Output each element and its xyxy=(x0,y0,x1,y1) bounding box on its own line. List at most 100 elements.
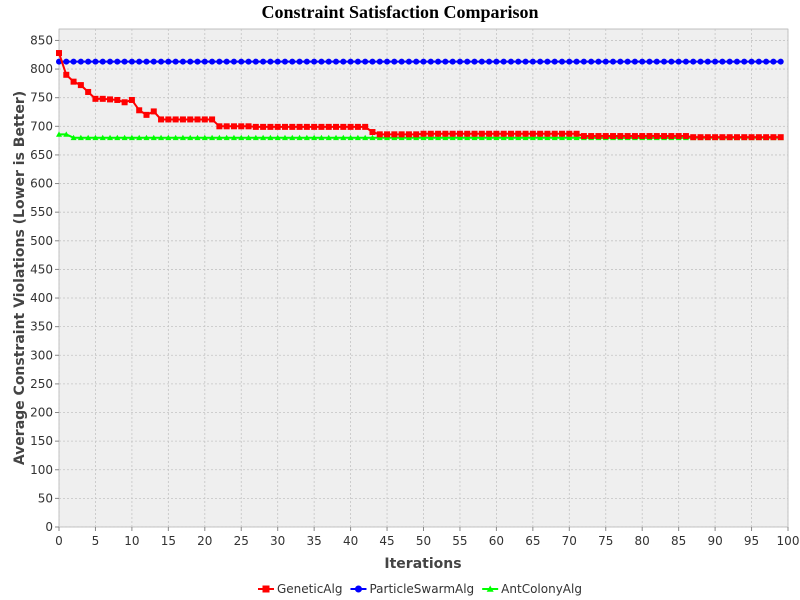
data-point xyxy=(763,58,770,65)
data-point xyxy=(216,123,223,130)
data-point xyxy=(456,130,463,137)
data-point xyxy=(172,116,179,123)
data-point xyxy=(675,133,682,140)
data-point xyxy=(602,58,609,65)
data-point xyxy=(420,130,427,137)
data-point xyxy=(405,58,412,65)
data-point xyxy=(172,134,179,141)
data-point xyxy=(121,99,128,106)
data-point xyxy=(537,134,544,141)
data-point xyxy=(107,58,114,65)
data-point xyxy=(384,58,391,65)
data-point xyxy=(136,134,143,141)
data-point xyxy=(646,58,653,65)
data-point xyxy=(770,58,777,65)
data-point xyxy=(150,108,157,115)
data-point xyxy=(245,58,252,65)
data-point xyxy=(573,130,580,137)
data-point xyxy=(99,95,106,102)
data-point xyxy=(413,131,420,138)
y-tick-label: 400 xyxy=(30,291,53,305)
data-point xyxy=(376,131,383,138)
data-point xyxy=(668,133,675,140)
data-point xyxy=(755,134,762,141)
x-tick-label: 40 xyxy=(343,534,358,548)
data-point xyxy=(63,71,70,78)
data-point xyxy=(362,123,369,130)
data-point xyxy=(70,78,77,85)
data-point xyxy=(500,130,507,137)
data-point xyxy=(201,58,208,65)
data-point xyxy=(230,134,237,141)
data-point xyxy=(500,134,507,141)
data-point xyxy=(136,58,143,65)
data-point xyxy=(267,134,274,141)
data-point xyxy=(281,58,288,65)
data-point xyxy=(427,130,434,137)
data-point xyxy=(63,131,70,137)
data-point xyxy=(340,134,347,141)
data-point xyxy=(92,58,99,65)
data-point xyxy=(653,58,660,65)
legend-label: GeneticAlg xyxy=(277,582,342,596)
data-point xyxy=(369,129,376,136)
data-point xyxy=(340,58,347,65)
data-point xyxy=(617,133,624,140)
data-point xyxy=(289,123,296,130)
data-point xyxy=(325,134,332,141)
data-point xyxy=(478,58,485,65)
data-point xyxy=(449,134,456,141)
data-point xyxy=(384,131,391,138)
x-tick-label: 80 xyxy=(635,534,650,548)
data-point xyxy=(92,134,99,141)
data-point xyxy=(398,134,405,141)
data-point xyxy=(238,123,245,130)
data-point xyxy=(668,58,675,65)
data-point xyxy=(493,130,500,137)
data-point xyxy=(559,134,566,141)
y-tick-label: 150 xyxy=(30,434,53,448)
x-tick-label: 85 xyxy=(671,534,686,548)
data-point xyxy=(194,58,201,65)
data-point xyxy=(311,134,318,141)
data-point xyxy=(209,116,216,123)
data-point xyxy=(551,134,558,141)
data-point xyxy=(85,88,92,95)
data-point xyxy=(442,58,449,65)
data-point xyxy=(551,58,558,65)
data-point xyxy=(405,134,412,141)
x-tick-label: 90 xyxy=(707,534,722,548)
y-tick-label: 500 xyxy=(30,234,53,248)
data-point xyxy=(456,134,463,141)
data-point xyxy=(478,134,485,141)
data-point xyxy=(464,130,471,137)
x-tick-label: 50 xyxy=(416,534,431,548)
data-point xyxy=(471,130,478,137)
data-point xyxy=(362,134,369,141)
data-point xyxy=(187,134,194,141)
data-point xyxy=(179,116,186,123)
data-point xyxy=(347,123,354,130)
data-point xyxy=(216,134,223,141)
data-point xyxy=(442,130,449,137)
data-point xyxy=(763,134,770,141)
series-line xyxy=(59,133,781,139)
data-point xyxy=(573,134,580,141)
data-point xyxy=(435,130,442,137)
data-point xyxy=(187,116,194,123)
data-point xyxy=(289,58,296,65)
data-point xyxy=(697,134,704,141)
data-point xyxy=(748,134,755,141)
x-tick-label: 20 xyxy=(197,534,212,548)
y-tick-label: 0 xyxy=(45,520,53,534)
x-axis: 0 5 10 15 20 25 30 35 40 45 50 55 60 65 70 75 80 85 90 95 10… xyxy=(55,527,799,548)
data-point xyxy=(333,134,340,141)
data-point xyxy=(515,130,522,137)
y-tick-label: 750 xyxy=(30,91,53,105)
x-tick-label: 45 xyxy=(379,534,394,548)
data-point xyxy=(610,133,617,140)
y-tick-label: 350 xyxy=(30,320,53,334)
data-point xyxy=(522,58,529,65)
data-point xyxy=(56,50,62,57)
data-point xyxy=(595,133,602,140)
